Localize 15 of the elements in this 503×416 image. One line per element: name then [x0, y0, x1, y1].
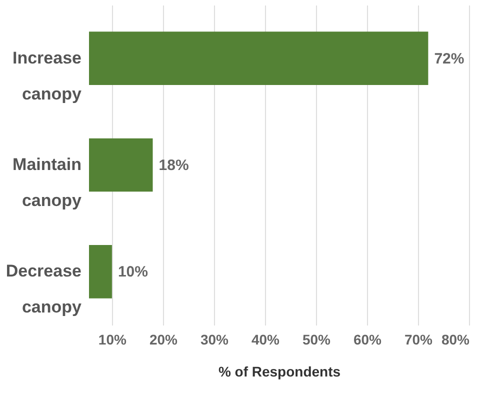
- x-tick-label: 60%: [353, 332, 382, 348]
- x-tick-label: 10%: [98, 332, 128, 348]
- data-label: 72%: [434, 50, 464, 68]
- y-tick-label: Increase canopy: [12, 48, 82, 104]
- x-tick-label: 70%: [404, 332, 434, 348]
- y-tick-label: Maintain canopy: [12, 155, 82, 210]
- x-tick-label: 20%: [149, 332, 178, 348]
- y-tick-label: Decrease canopy: [6, 262, 82, 317]
- x-tick-label: 50%: [302, 332, 332, 348]
- x-tick-label: 30%: [200, 332, 230, 348]
- x-tick-label: 80%: [441, 332, 470, 348]
- x-tick-label: 40%: [251, 332, 280, 348]
- x-axis-title: % of Respondents: [218, 364, 341, 380]
- data-label: 10%: [118, 264, 148, 281]
- data-label: 18%: [158, 157, 189, 174]
